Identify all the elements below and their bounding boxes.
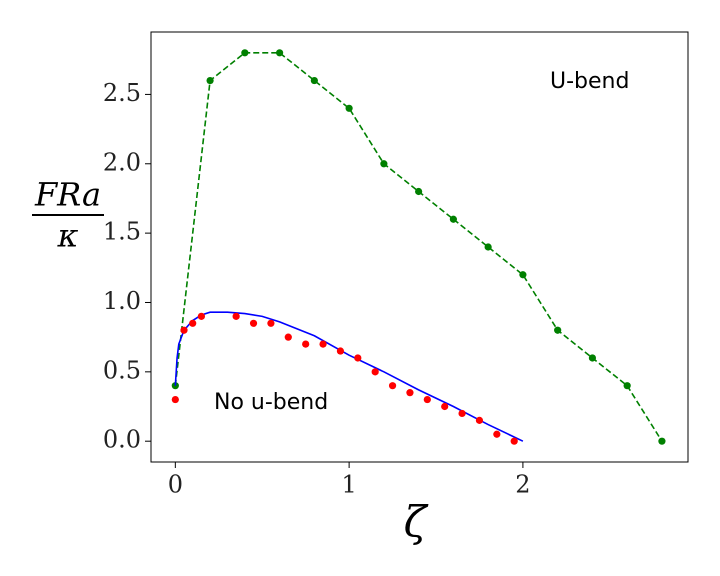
y-tick-label: 1.0 — [103, 287, 141, 315]
point — [493, 430, 501, 438]
plot-frame — [150, 31, 689, 463]
y-tick-label: 0.0 — [103, 426, 141, 454]
point — [380, 160, 388, 168]
point — [423, 395, 431, 404]
point — [458, 409, 466, 418]
point — [519, 271, 527, 279]
point — [171, 395, 179, 404]
point — [232, 312, 240, 320]
point — [241, 49, 249, 57]
y-tick-label: 0.5 — [103, 356, 141, 384]
point — [388, 382, 397, 390]
x-tick-label: 2 — [515, 471, 530, 499]
point — [554, 326, 562, 334]
point — [197, 312, 205, 320]
x-axis-label: ζ — [404, 497, 429, 546]
point — [623, 382, 631, 390]
point — [267, 319, 275, 327]
point — [336, 347, 345, 355]
point — [441, 402, 449, 411]
point — [588, 354, 597, 362]
point — [406, 389, 414, 397]
point — [310, 76, 318, 85]
y-tick-label: 2.5 — [103, 79, 141, 107]
point — [302, 340, 310, 348]
point — [345, 104, 353, 112]
point — [189, 319, 197, 327]
point — [180, 326, 188, 334]
x-tick-label: 0 — [168, 471, 183, 499]
y-axis-label-denominator: κ — [57, 217, 79, 255]
point — [475, 416, 484, 424]
x-tick-label: 1 — [341, 471, 356, 499]
point — [415, 187, 423, 196]
point — [206, 76, 214, 85]
series-line — [174, 52, 663, 442]
annotation: No u-bend — [214, 390, 328, 415]
y-tick-label: 2.0 — [103, 148, 141, 176]
point — [284, 333, 292, 341]
point — [276, 49, 284, 57]
y-axis-label-numerator: FRa — [34, 176, 101, 214]
y-tick-label: 1.5 — [103, 218, 141, 246]
point — [171, 382, 179, 390]
point — [319, 340, 327, 348]
point — [658, 437, 666, 445]
point — [484, 243, 492, 251]
series-line — [174, 311, 524, 442]
annotation: U-bend — [550, 69, 629, 94]
point — [449, 215, 457, 223]
point — [249, 319, 258, 327]
point — [354, 354, 362, 362]
point — [510, 437, 518, 445]
point — [371, 368, 379, 376]
